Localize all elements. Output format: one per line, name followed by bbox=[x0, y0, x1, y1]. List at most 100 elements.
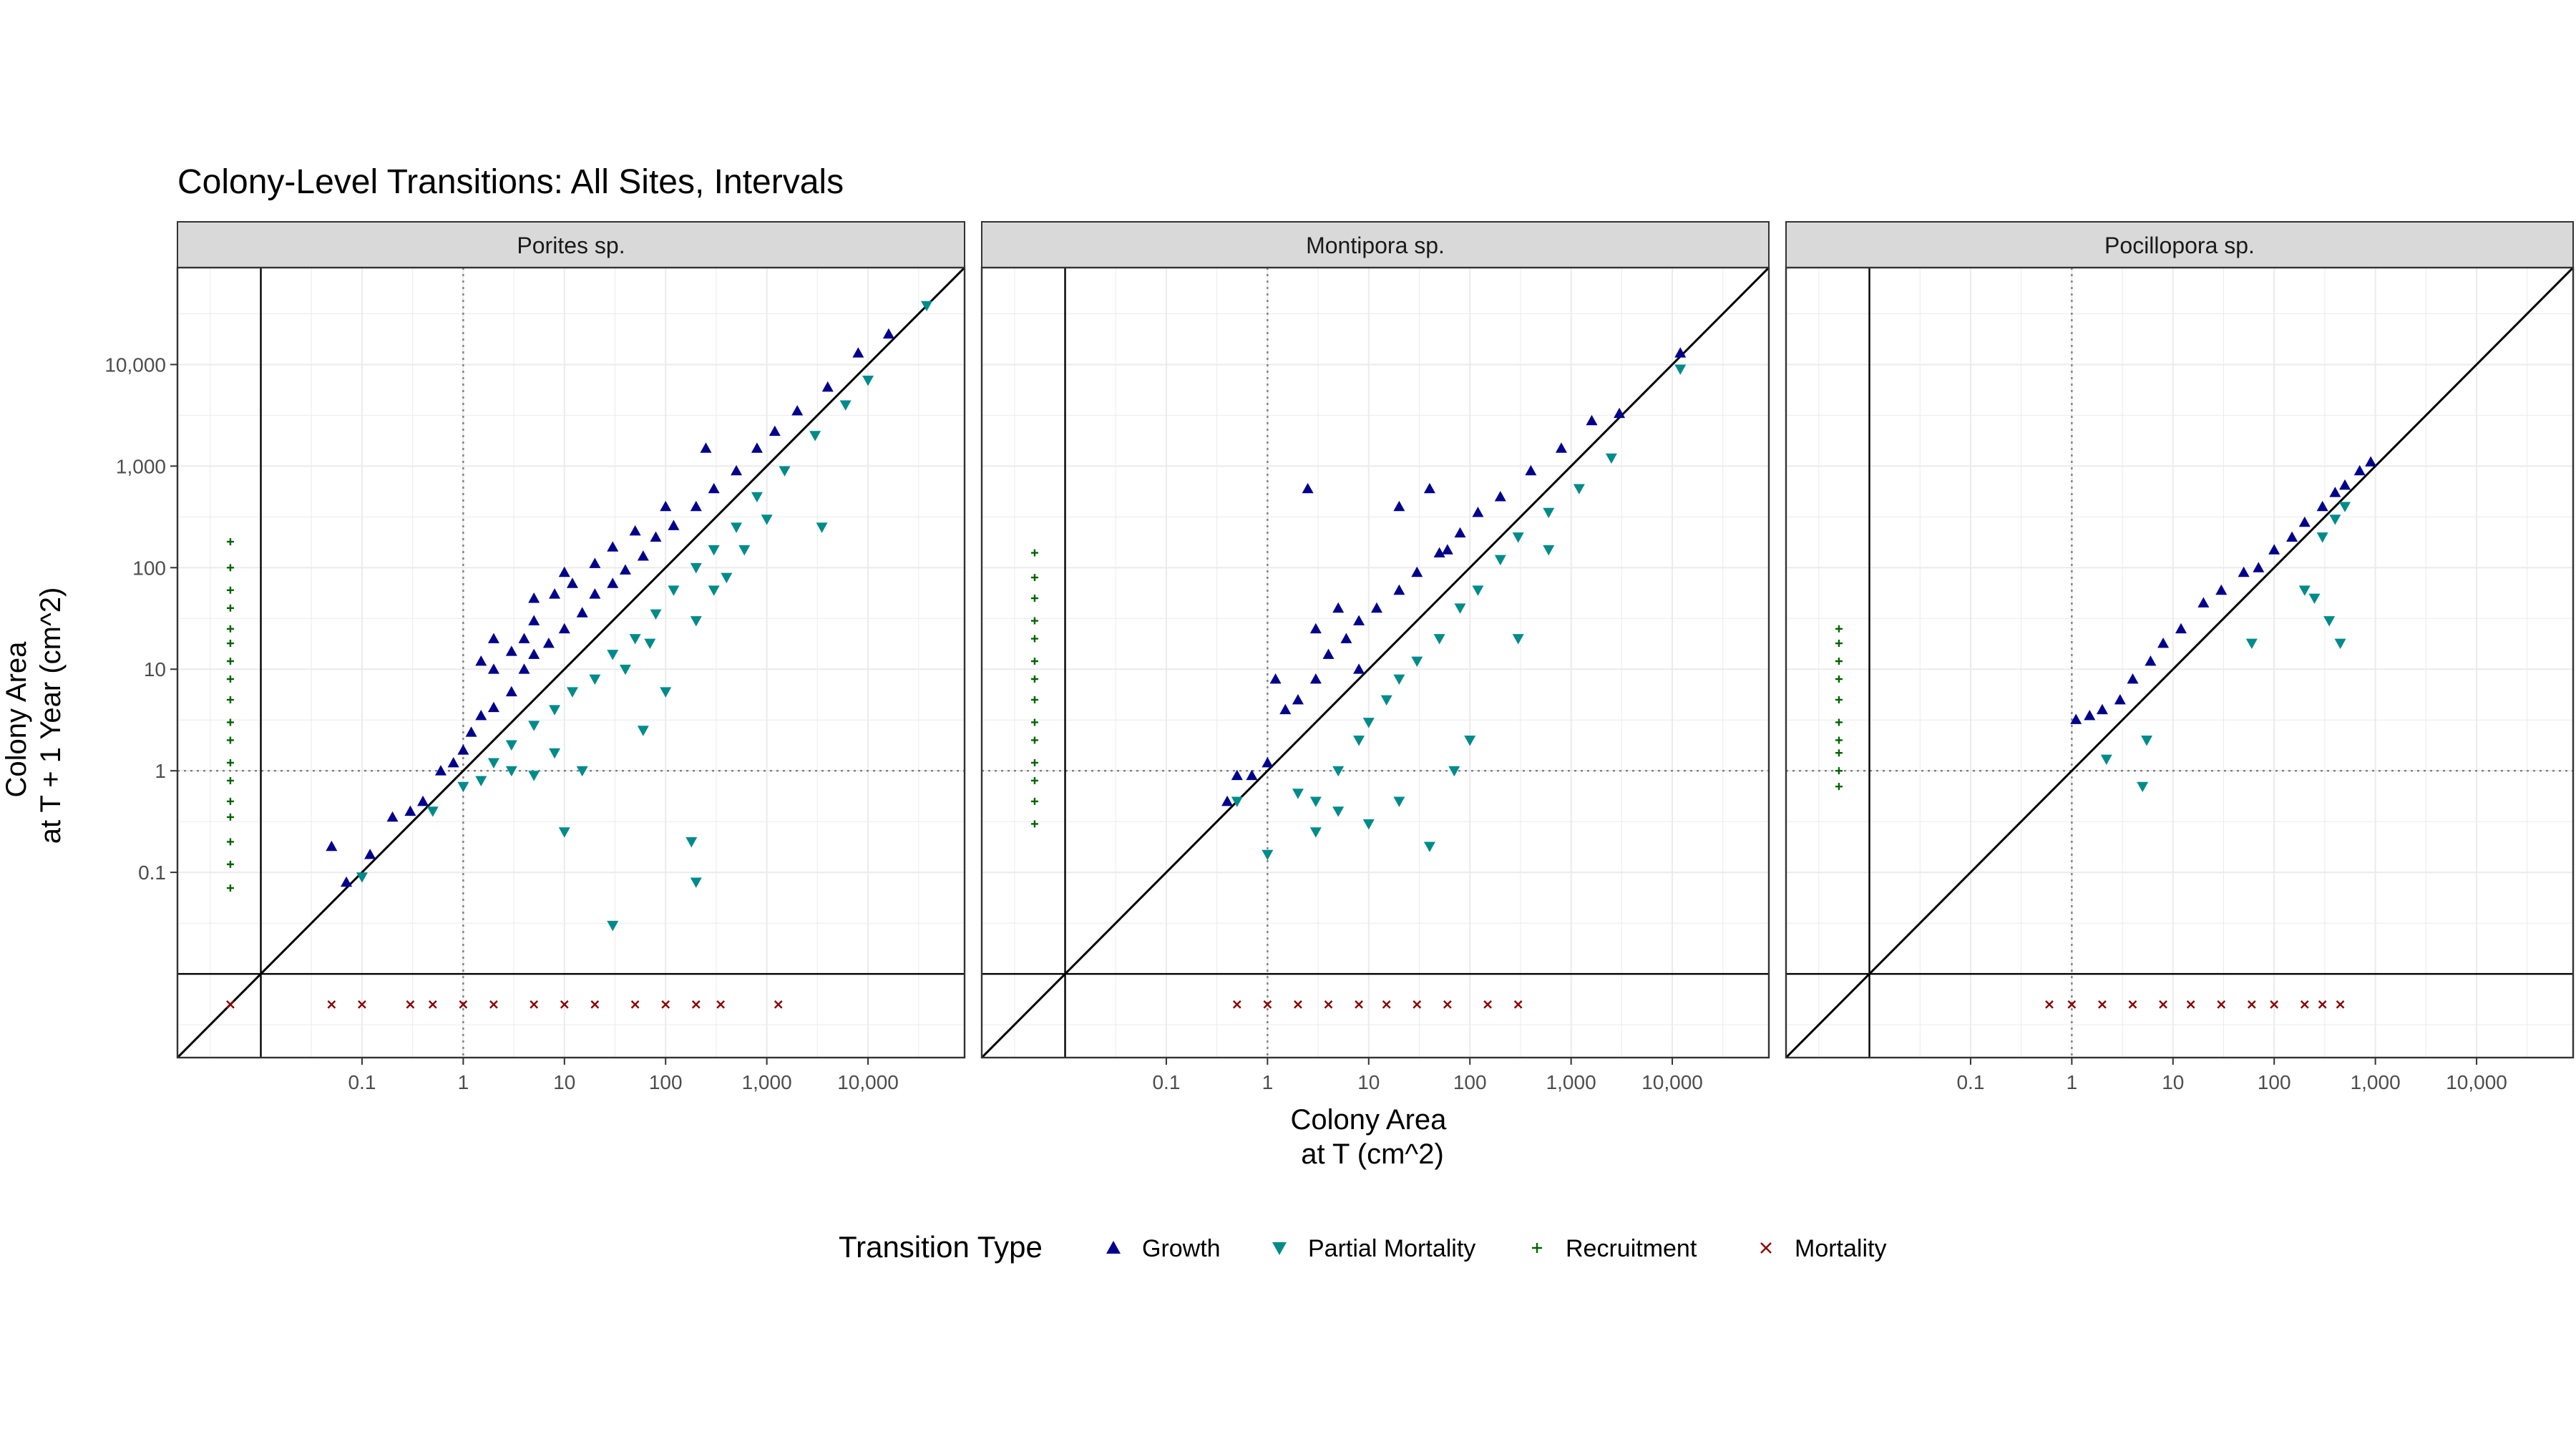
data-point bbox=[341, 876, 353, 887]
panel-border bbox=[176, 266, 966, 1059]
data-point bbox=[1605, 453, 1617, 464]
data-point bbox=[226, 776, 234, 784]
y-tick-label: 1,000 bbox=[116, 455, 166, 477]
data-point bbox=[791, 405, 804, 416]
data-point bbox=[2114, 693, 2126, 705]
data-point bbox=[1309, 673, 1322, 684]
data-point bbox=[1263, 1000, 1272, 1009]
data-point bbox=[226, 696, 234, 703]
data-point bbox=[650, 609, 662, 620]
data-point bbox=[1464, 736, 1476, 746]
data-point bbox=[505, 645, 517, 656]
data-point bbox=[1525, 464, 1537, 476]
data-point bbox=[1246, 769, 1258, 781]
data-point bbox=[589, 557, 601, 568]
data-point bbox=[1472, 585, 1484, 596]
data-point bbox=[1340, 633, 1352, 643]
data-point bbox=[607, 541, 619, 552]
data-point bbox=[549, 748, 561, 759]
data-point bbox=[1674, 364, 1687, 375]
data-point bbox=[668, 585, 680, 596]
x-tick-label: 10,000 bbox=[1641, 1071, 1703, 1093]
panels: Porites sp.0.1 1 10 100 1,000 10,0000.1110100… bbox=[104, 221, 2575, 1093]
data-point bbox=[882, 328, 894, 339]
data-point bbox=[1294, 1000, 1302, 1009]
data-point bbox=[358, 1000, 366, 1009]
data-point bbox=[2318, 1000, 2327, 1009]
data-point bbox=[1353, 615, 1365, 625]
data-point bbox=[417, 795, 429, 806]
data-point bbox=[1835, 675, 1843, 683]
data-point bbox=[404, 805, 416, 816]
data-point bbox=[607, 650, 619, 660]
data-point bbox=[528, 615, 540, 625]
data-point bbox=[660, 500, 672, 512]
data-point bbox=[1030, 820, 1038, 828]
data-point bbox=[1423, 841, 1435, 852]
data-point bbox=[1231, 796, 1243, 807]
data-point bbox=[839, 400, 852, 411]
x-tick-label: 1,000 bbox=[1546, 1071, 1596, 1093]
data-point bbox=[475, 709, 487, 721]
y-tick-label: 0.1 bbox=[138, 862, 166, 884]
plot-content bbox=[177, 268, 965, 1058]
data-point bbox=[226, 718, 234, 726]
data-point bbox=[1380, 695, 1392, 706]
data-point bbox=[487, 633, 499, 643]
data-point bbox=[2217, 1000, 2226, 1009]
data-point bbox=[2186, 1000, 2195, 1009]
data-point bbox=[576, 766, 588, 777]
data-point bbox=[738, 545, 751, 556]
data-point bbox=[465, 726, 477, 737]
data-point bbox=[1448, 766, 1460, 777]
data-point bbox=[1030, 776, 1038, 784]
data-point bbox=[2045, 1000, 2054, 1009]
legend-label: Recruitment bbox=[1566, 1235, 1697, 1262]
data-point bbox=[528, 721, 540, 731]
series-recruitment bbox=[1835, 625, 1843, 791]
panel-porites-sp: Porites sp. 0.1 1 10 100 1,000 10,000 0.1 1 10 100… bbox=[104, 221, 966, 1093]
data-point bbox=[226, 884, 234, 892]
legend-key bbox=[1272, 1242, 1287, 1255]
data-point bbox=[2365, 456, 2377, 467]
data-point bbox=[2100, 754, 2112, 766]
data-point bbox=[2197, 597, 2210, 608]
data-point bbox=[1355, 1000, 1363, 1009]
data-point bbox=[769, 425, 781, 436]
series-partial-mortality bbox=[1231, 364, 1687, 861]
data-point bbox=[558, 827, 570, 838]
plot-content bbox=[982, 268, 1769, 1058]
data-point bbox=[1411, 566, 1423, 577]
data-point bbox=[852, 347, 864, 358]
identity-line bbox=[982, 268, 1769, 1058]
y-tick-label: 10,000 bbox=[104, 353, 166, 376]
data-point bbox=[226, 758, 234, 766]
data-point bbox=[619, 564, 631, 575]
data-point bbox=[1543, 545, 1555, 556]
data-point bbox=[629, 525, 641, 536]
data-point bbox=[1835, 767, 1843, 775]
data-point bbox=[489, 1000, 498, 1009]
data-point bbox=[1835, 749, 1843, 757]
data-point bbox=[637, 726, 649, 736]
y-tick-label: 1 bbox=[155, 760, 166, 782]
data-point bbox=[1030, 696, 1038, 703]
data-point bbox=[1835, 736, 1843, 744]
data-point bbox=[708, 482, 720, 494]
data-point bbox=[1030, 658, 1038, 665]
data-point bbox=[921, 301, 933, 312]
data-point bbox=[505, 766, 517, 777]
data-point bbox=[2316, 532, 2328, 543]
data-point bbox=[475, 776, 487, 786]
data-point bbox=[487, 701, 499, 713]
series-mortality bbox=[1232, 1000, 1523, 1009]
x-tick-label: 10,000 bbox=[837, 1071, 899, 1093]
data-point bbox=[2175, 623, 2187, 634]
x-tick-label: 100 bbox=[1453, 1071, 1487, 1093]
x-tick-label: 0.1 bbox=[1956, 1071, 1984, 1093]
data-point bbox=[226, 658, 234, 665]
data-point bbox=[2298, 516, 2311, 527]
data-point bbox=[1232, 1000, 1241, 1009]
data-point bbox=[1433, 547, 1445, 557]
data-point bbox=[1309, 827, 1322, 838]
